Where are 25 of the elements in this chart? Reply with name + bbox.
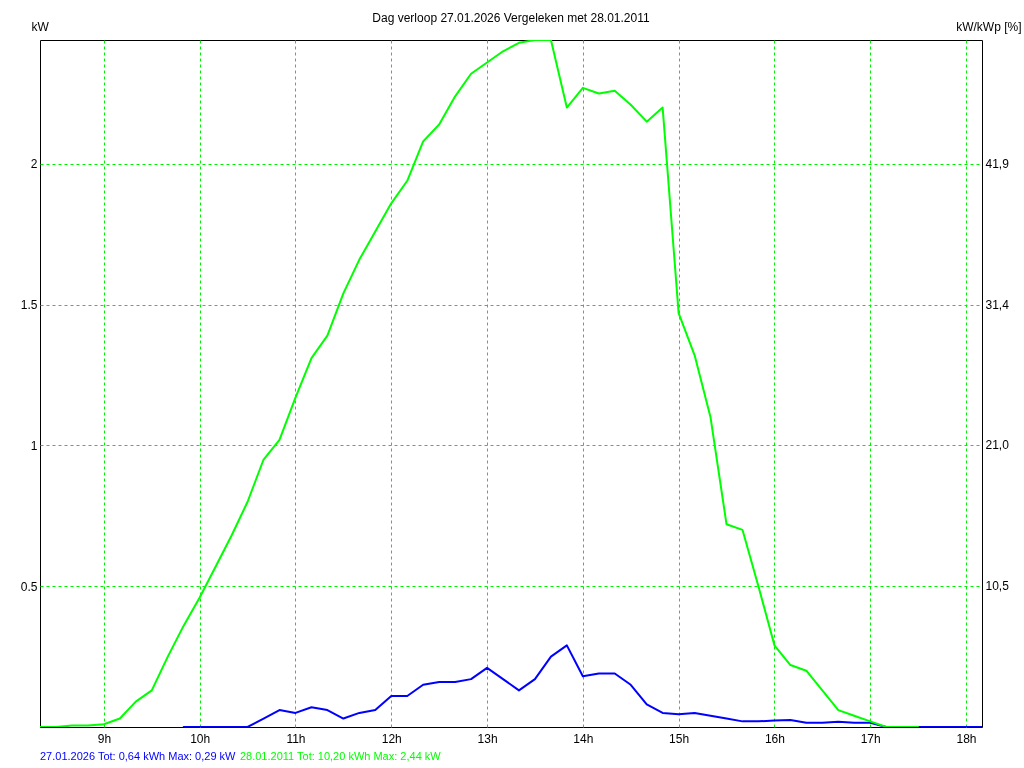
x-tick-label: 10h [190, 731, 211, 746]
x-tick-label: 11h [286, 731, 306, 746]
text: 28.01.2011 Tot: 10,20 kWh Max: 2,44 kW [239, 750, 442, 762]
x-tick-label: 9h [97, 731, 112, 746]
x-tick-label: 14h [573, 731, 594, 746]
y-tick-label: 2 [30, 157, 38, 172]
y2-tick-label: 31,4 [985, 298, 1010, 313]
x-tick-label: 17h [860, 731, 881, 746]
y2-tick-label: 10,5 [985, 579, 1010, 594]
y-tick-label: 1 [30, 438, 38, 453]
x-tick-label: 12h [381, 731, 402, 746]
x-tick-label: 13h [477, 731, 498, 746]
y2-axis-title: kW/kWp [%] [956, 19, 1022, 34]
y-tick-label: 1.5 [20, 298, 38, 313]
y-axis-title: kW [31, 19, 50, 34]
line-series [40, 40, 920, 727]
x-tick-label: 18h [956, 731, 977, 746]
text: 27.01.2026 Tot: 0,64 kWh Max: 0,29 kW [40, 750, 237, 762]
y2-tick-label: 41,9 [985, 157, 1010, 172]
y2-tick-label: 21,0 [985, 438, 1010, 453]
chart-title: Dag verloop 27.01.2026 Vergeleken met 28.01.2011 [372, 11, 650, 25]
x-tick-label: 15h [669, 731, 690, 746]
line-series [182, 644, 982, 727]
y-tick-label: 0.5 [20, 579, 38, 594]
x-tick-label: 16h [764, 731, 785, 746]
